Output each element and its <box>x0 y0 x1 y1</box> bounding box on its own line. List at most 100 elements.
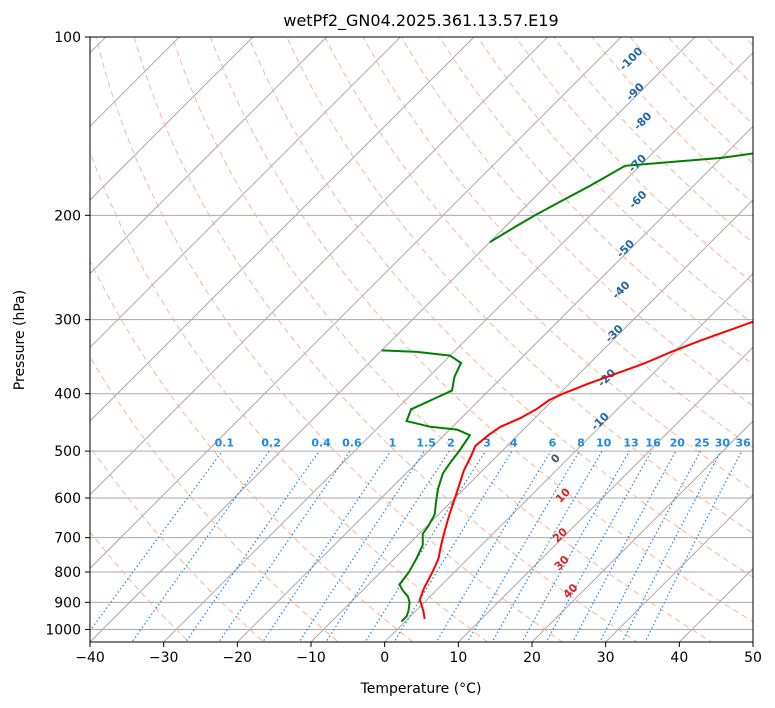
mixing-ratio-line <box>599 450 702 642</box>
dry-adiabat-line <box>90 259 414 642</box>
moist-adiabat-label: 20 <box>550 525 570 545</box>
y-tick-label: 400 <box>54 387 81 403</box>
dry-adiabat-line <box>286 37 753 534</box>
x-tick-label: 40 <box>670 650 688 666</box>
y-tick-label: 200 <box>54 208 81 224</box>
chart-title: wetPf2_GN04.2025.361.13.57.E19 <box>283 11 558 31</box>
dry-adiabat-line <box>744 37 753 47</box>
x-tick-label: 0 <box>380 650 389 666</box>
x-tick-label: −40 <box>75 650 105 666</box>
mixing-ratio-line <box>185 450 320 642</box>
mixing-ratio-line <box>435 450 552 642</box>
mixing-ratio-label: 1 <box>389 437 397 450</box>
y-tick-label: 900 <box>54 595 81 611</box>
x-tick-label: 50 <box>744 650 762 666</box>
mixing-ratio-label: 20 <box>670 437 686 450</box>
profile-line <box>418 320 753 620</box>
x-tick-label: −30 <box>149 650 179 666</box>
plot-frame <box>89 36 754 643</box>
mixing-ratio-line <box>90 450 223 632</box>
isotherm-line <box>90 37 549 496</box>
dry-adiabat-line <box>90 150 489 642</box>
isotherm-line <box>90 37 623 570</box>
isotherm-line <box>90 37 696 642</box>
moist-adiabat-label: 0 <box>548 451 563 466</box>
dry-adiabat-label: -100 <box>617 44 646 73</box>
isotherm-line <box>162 51 753 642</box>
mixing-ratio-label: 30 <box>715 437 731 450</box>
isotherm-line <box>678 567 753 642</box>
mixing-ratio-label: 8 <box>577 437 585 450</box>
y-tick-label: 100 <box>54 30 81 46</box>
isotherm-line <box>383 272 753 642</box>
profile-line <box>381 349 472 623</box>
y-tick-label: 300 <box>54 313 81 329</box>
y-tick-label: 800 <box>54 565 81 581</box>
profile-line <box>489 152 753 244</box>
isotherm-line <box>457 346 753 642</box>
dry-adiabat-line <box>705 37 753 86</box>
dry-adiabat-line <box>95 37 564 642</box>
dry-adiabat-line <box>515 37 753 284</box>
dry-adiabat-label: -60 <box>626 188 649 211</box>
isotherm-line <box>752 641 753 642</box>
mixing-ratio-line <box>131 450 270 642</box>
moist-adiabat-label: 40 <box>561 581 581 601</box>
dry-adiabat-line <box>324 37 753 491</box>
x-axis-label: Temperature (°C) <box>360 681 482 697</box>
mixing-ratio-line <box>466 450 580 642</box>
y-tick-label: 600 <box>54 491 81 507</box>
isotherm-line <box>90 37 181 128</box>
dry-adiabat-label: -80 <box>631 109 654 132</box>
dry-adiabat-line <box>400 37 753 407</box>
mixing-ratio-label: 0.1 <box>215 437 235 450</box>
dry-adiabat-label: -10 <box>589 410 612 433</box>
isotherm-line <box>531 420 753 642</box>
dry-adiabat-label: -40 <box>609 278 632 301</box>
mixing-ratio-label: 0.6 <box>342 437 362 450</box>
dry-adiabat-line <box>591 37 753 204</box>
dry-adiabat-line <box>362 37 753 449</box>
dry-adiabat-line <box>756 10 775 654</box>
mixing-ratio-label: 4 <box>510 437 518 450</box>
profile-series <box>381 152 753 623</box>
dry-adiabat-line <box>248 37 753 578</box>
mixing-ratio-label: 3 <box>483 437 491 450</box>
isotherm-line <box>90 37 254 201</box>
x-tick-label: −20 <box>223 650 253 666</box>
isotherm-line <box>310 199 753 642</box>
dry-adiabat-line <box>90 356 340 642</box>
isotherm-line <box>90 37 328 275</box>
dry-adiabat-line <box>90 531 190 642</box>
mixing-ratio-line <box>621 450 722 642</box>
isotherm-line <box>0 10 59 654</box>
mixing-ratio-label: 16 <box>645 437 661 450</box>
mixing-ratio-label: 2 <box>447 437 455 450</box>
mixing-ratio-label: 13 <box>623 437 638 450</box>
mixing-ratio-line <box>218 450 351 642</box>
x-tick-label: 30 <box>597 650 615 666</box>
y-tick-label: 500 <box>54 444 81 460</box>
x-tick-label: 10 <box>449 650 467 666</box>
mixing-ratio-label: 25 <box>694 437 709 450</box>
isotherm-line <box>90 37 402 349</box>
dry-adiabat-label: -50 <box>614 237 637 260</box>
isotherm-line <box>90 37 475 422</box>
y-axis-ticks: 100 200 300 400 500 600 700 800 900 1000 <box>45 30 90 638</box>
mixing-ratio-line <box>298 450 425 642</box>
mixing-ratio-line <box>644 450 743 642</box>
mixing-ratio-label: 6 <box>549 437 557 450</box>
mixing-ratio-label: 0.4 <box>311 437 331 450</box>
moist-adiabat-label: 10 <box>553 485 573 505</box>
mixing-ratio-label: 36 <box>736 437 752 450</box>
mixing-ratio-line <box>262 450 392 642</box>
dry-adiabat-line <box>171 37 713 642</box>
dry-adiabat-label: -30 <box>603 322 626 345</box>
mixing-ratio-line <box>572 450 677 642</box>
moist-adiabat-line <box>0 635 225 655</box>
moist-adiabat-label: 30 <box>552 553 572 573</box>
dry-adiabat-line <box>133 37 638 642</box>
y-tick-label: 1000 <box>45 622 81 638</box>
dry-adiabat-line <box>629 37 753 165</box>
